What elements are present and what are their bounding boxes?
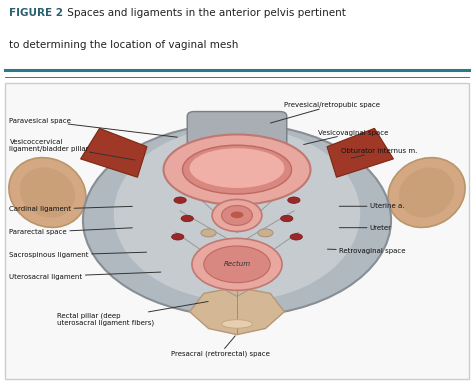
Ellipse shape	[182, 145, 292, 194]
FancyBboxPatch shape	[5, 83, 469, 379]
Ellipse shape	[174, 197, 186, 203]
Ellipse shape	[399, 167, 455, 218]
Text: FIGURE 2: FIGURE 2	[9, 8, 63, 18]
Ellipse shape	[258, 229, 273, 237]
Ellipse shape	[201, 229, 216, 237]
Text: Prevesical/retropubic space: Prevesical/retropubic space	[271, 102, 381, 123]
Ellipse shape	[164, 134, 310, 205]
Ellipse shape	[288, 197, 300, 203]
Text: Pararectal space: Pararectal space	[9, 228, 132, 235]
Ellipse shape	[281, 215, 293, 222]
Ellipse shape	[172, 234, 184, 240]
Text: Cardinal ligament: Cardinal ligament	[9, 206, 132, 212]
Text: Retrovaginal space: Retrovaginal space	[328, 248, 405, 254]
Text: to determining the location of vaginal mesh: to determining the location of vaginal m…	[9, 40, 238, 50]
Text: Sacrospinous ligament: Sacrospinous ligament	[9, 252, 146, 258]
Polygon shape	[81, 128, 147, 177]
Text: Uterosacral ligament: Uterosacral ligament	[9, 272, 161, 280]
Ellipse shape	[204, 246, 270, 283]
Text: Vesicovaginal space: Vesicovaginal space	[304, 130, 388, 144]
Ellipse shape	[192, 238, 282, 290]
Ellipse shape	[114, 127, 360, 301]
Ellipse shape	[212, 199, 262, 231]
Polygon shape	[190, 287, 284, 335]
Text: Rectum: Rectum	[223, 261, 251, 267]
Ellipse shape	[9, 158, 86, 227]
Ellipse shape	[290, 234, 302, 240]
Text: Spaces and ligaments in the anterior pelvis pertinent: Spaces and ligaments in the anterior pel…	[64, 8, 346, 18]
Ellipse shape	[221, 320, 252, 328]
Text: Rectal pillar (deep
uterosacral ligament fibers): Rectal pillar (deep uterosacral ligament…	[57, 301, 208, 326]
Text: Presacral (retrorectal) space: Presacral (retrorectal) space	[171, 336, 270, 357]
Ellipse shape	[221, 206, 252, 225]
Polygon shape	[327, 128, 393, 177]
Ellipse shape	[388, 158, 465, 227]
Text: Paravesical space: Paravesical space	[9, 118, 177, 137]
Text: Obturator internus m.: Obturator internus m.	[341, 148, 418, 158]
FancyBboxPatch shape	[187, 112, 287, 151]
Ellipse shape	[181, 215, 193, 222]
Text: Vesicoccervical
ligament/bladder pillar: Vesicoccervical ligament/bladder pillar	[9, 139, 135, 160]
FancyBboxPatch shape	[213, 144, 261, 160]
Ellipse shape	[83, 124, 391, 316]
Ellipse shape	[190, 148, 284, 188]
Ellipse shape	[230, 212, 244, 218]
Text: Uterine a.: Uterine a.	[339, 203, 404, 209]
Text: Ureter: Ureter	[339, 225, 392, 231]
Ellipse shape	[19, 167, 75, 218]
